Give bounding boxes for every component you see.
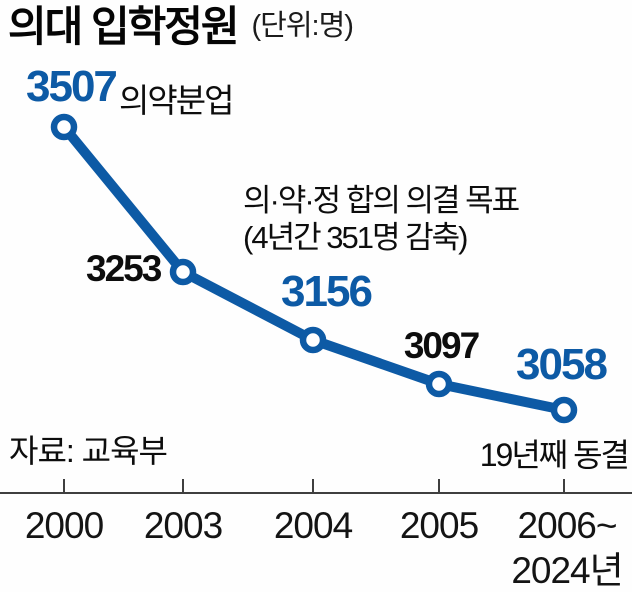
x-axis-label-2004: 2004 (273, 505, 353, 546)
x-axis-label-2006~2024: 2006~ 2024년 (511, 505, 623, 591)
annotation-freeze-19-years: 19년째 동결 (479, 437, 630, 473)
unit-note: (단위:명) (251, 10, 354, 42)
annotation-agreement-target: 의·약·정 합의 의결 목표 (4년간 351명 감축) (243, 182, 520, 256)
value-label-2006~2024: 3058 (516, 340, 608, 389)
x-axis-tick-2005 (438, 479, 440, 492)
source-note: 자료: 교육부 (9, 433, 168, 469)
data-point-marker-2003 (169, 258, 197, 286)
data-point-marker-2000 (50, 113, 78, 141)
x-axis-tick-2000 (63, 479, 65, 492)
x-axis-tick-2004 (312, 479, 314, 492)
x-axis-label-2000: 2000 (24, 505, 104, 546)
data-point-marker-2005 (425, 370, 453, 398)
annotation-agreement-line1: 의·약·정 합의 의결 목표 (243, 183, 520, 218)
header: 의대 입학정원 (단위:명) (8, 2, 354, 50)
x-axis-tick-2006~2024 (563, 479, 565, 492)
x-axis-tick-2003 (182, 479, 184, 492)
value-label-2003: 3253 (86, 248, 162, 289)
data-point-marker-2004 (299, 326, 327, 354)
value-label-2004: 3156 (281, 267, 373, 316)
value-label-2005: 3097 (403, 325, 480, 366)
value-label-2000: 3507 (26, 62, 118, 111)
x-axis-label-2003: 2003 (143, 505, 223, 546)
x-axis-label-2005: 2005 (399, 505, 479, 546)
chart-title: 의대 입학정원 (8, 2, 240, 50)
annotation-agreement-line2: (4년간 351명 감축) (243, 220, 468, 255)
annotation-pharmacy-separation: 의약분업 (119, 82, 234, 119)
x-axis-line (0, 492, 632, 494)
data-point-marker-2006~2024 (550, 396, 578, 424)
